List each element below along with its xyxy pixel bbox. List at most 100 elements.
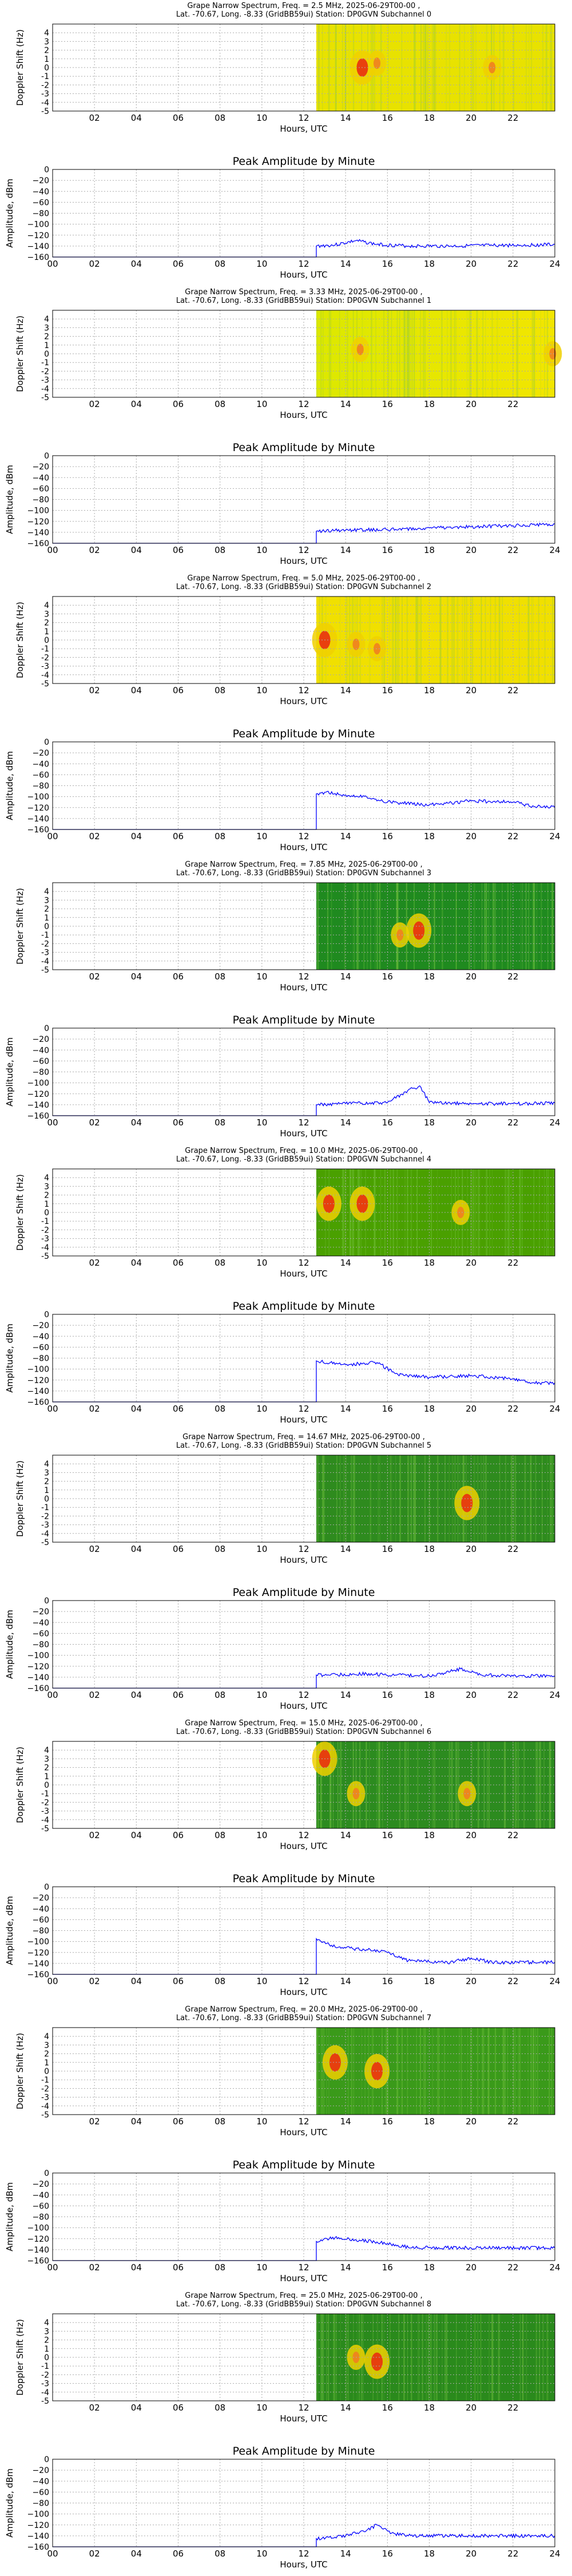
amplitude-ytick-label: −80 bbox=[32, 1927, 49, 1936]
spectrogram-ytick-label: 1 bbox=[44, 1486, 49, 1495]
spectrogram-streak bbox=[456, 596, 459, 683]
spectrogram-streak bbox=[414, 1455, 416, 1542]
spectrogram-ytick-label: 2 bbox=[44, 1191, 49, 1200]
amplitude-ytick-label: 0 bbox=[44, 2169, 49, 2178]
spectrogram-ytick-label: 4 bbox=[44, 2032, 49, 2041]
spectrogram-streak bbox=[434, 1741, 436, 1828]
amplitude-ytick-label: 0 bbox=[44, 1597, 49, 1606]
spectrogram-ytick-label: 4 bbox=[44, 601, 49, 610]
spectrogram-streak bbox=[535, 1455, 537, 1542]
amplitude-xtick-label: 14 bbox=[340, 1690, 351, 1700]
spectrogram-streak bbox=[396, 1169, 398, 1256]
spectrogram-streak bbox=[335, 24, 337, 111]
spectrogram-streak bbox=[376, 883, 378, 970]
amplitude-ylabel: Amplitude, dBm bbox=[5, 2182, 15, 2251]
amplitude-series-line bbox=[53, 2235, 555, 2261]
spectrogram-xtick-label: 04 bbox=[131, 971, 142, 982]
amplitude-xtick-label: 12 bbox=[298, 259, 309, 269]
amplitude-xtick-label: 24 bbox=[549, 1404, 560, 1414]
amplitude-ytick-label: 0 bbox=[44, 165, 49, 175]
spectrogram-streak bbox=[475, 24, 476, 111]
spectrogram-hotspot-core bbox=[371, 2062, 383, 2080]
spectrogram-streak bbox=[411, 310, 412, 397]
spectrogram-streak bbox=[420, 24, 422, 111]
amplitude-ytick-label: −40 bbox=[32, 760, 49, 769]
amplitude-xtick-label: 20 bbox=[466, 1690, 476, 1700]
amplitude-xlabel: Hours, UTC bbox=[280, 1128, 327, 1139]
spectrogram-xtick-label: 10 bbox=[256, 1544, 267, 1554]
amplitude-xtick-label: 22 bbox=[507, 1117, 518, 1128]
spectrogram-ytick-label: 4 bbox=[44, 315, 49, 324]
spectrogram-streak bbox=[528, 596, 529, 683]
amplitude-xtick-label: 00 bbox=[47, 2262, 58, 2273]
spectrogram-streak bbox=[482, 2028, 484, 2115]
spectrogram-ytick-label: 2 bbox=[44, 46, 49, 56]
amplitude-xtick-label: 22 bbox=[507, 2549, 518, 2559]
spectrogram-streak bbox=[395, 596, 396, 683]
spectrogram-title: Grape Narrow Spectrum, Freq. = 3.33 MHz,… bbox=[185, 288, 422, 297]
spectrogram-ytick-label: -1 bbox=[41, 1503, 49, 1512]
spectrogram-ytick-label: 1 bbox=[44, 341, 49, 350]
amplitude-title: Peak Amplitude by Minute bbox=[233, 728, 375, 740]
spectrogram-xtick-label: 14 bbox=[340, 2403, 351, 2413]
spectrogram-streak bbox=[342, 24, 344, 111]
amplitude-xtick-label: 10 bbox=[256, 1690, 267, 1700]
amplitude-ytick-label: −140 bbox=[27, 2532, 49, 2541]
spectrogram-streak bbox=[396, 310, 398, 397]
amplitude-xtick-label: 04 bbox=[131, 1117, 142, 1128]
spectrogram-xtick-label: 18 bbox=[424, 113, 435, 123]
spectrogram-xlabel: Hours, UTC bbox=[280, 1841, 327, 1851]
amplitude-xtick-label: 02 bbox=[89, 1690, 100, 1700]
amplitude-series-line bbox=[53, 1085, 555, 1116]
spectrogram-streak bbox=[363, 883, 365, 970]
spectrogram-xlabel: Hours, UTC bbox=[280, 696, 327, 706]
spectrogram-streak bbox=[410, 1169, 412, 1256]
spectrogram-streak bbox=[411, 2314, 412, 2401]
spectrogram-subtitle: Lat. -70.67, Long. -8.33 (GridBB59ui) St… bbox=[176, 1728, 431, 1736]
spectrogram-streak bbox=[432, 1741, 434, 1828]
amplitude-xtick-label: 24 bbox=[549, 545, 560, 555]
amplitude-ytick-label: −40 bbox=[32, 1618, 49, 1627]
amplitude-title: Peak Amplitude by Minute bbox=[233, 1014, 375, 1026]
amplitude-frame bbox=[52, 1600, 555, 1689]
amplitude-panel-6: Peak Amplitude by Minute 00 02 04 06 08 10 12 14… bbox=[5, 1872, 561, 1997]
spectrogram-frame bbox=[52, 310, 555, 398]
spectrogram-ytick-label: 3 bbox=[44, 610, 49, 619]
amplitude-xtick-label: 02 bbox=[89, 2549, 100, 2559]
spectrogram-xtick-label: 08 bbox=[214, 2403, 225, 2413]
spectrogram-xtick-label: 20 bbox=[466, 1258, 476, 1268]
spectrogram-streak bbox=[514, 2028, 516, 2115]
amplitude-xtick-label: 24 bbox=[549, 2262, 560, 2273]
amplitude-xtick-label: 06 bbox=[173, 1117, 184, 1128]
spectrogram-panel-7: Grape Narrow Spectrum, Freq. = 20.0 MHz,… bbox=[15, 2005, 555, 2138]
amplitude-ylabel: Amplitude, dBm bbox=[5, 1037, 15, 1107]
spectrogram-ytick-label: 2 bbox=[44, 1477, 49, 1487]
amplitude-title: Peak Amplitude by Minute bbox=[233, 2445, 375, 2458]
spectrogram-streak bbox=[328, 2314, 329, 2401]
amplitude-ytick-label: −40 bbox=[32, 187, 49, 196]
spectrogram-streak bbox=[486, 1169, 487, 1256]
amplitude-title: Peak Amplitude by Minute bbox=[233, 2159, 375, 2171]
amplitude-frame bbox=[52, 169, 555, 258]
spectrogram-frame bbox=[52, 2313, 555, 2401]
spectrogram-streak bbox=[340, 1741, 342, 1828]
amplitude-ytick-label: −80 bbox=[32, 1641, 49, 1650]
amplitude-xtick-label: 02 bbox=[89, 545, 100, 555]
spectrogram-streak bbox=[337, 1741, 339, 1828]
spectrogram-panel-3: Grape Narrow Spectrum, Freq. = 7.85 MHz,… bbox=[15, 860, 555, 993]
amplitude-xtick-label: 06 bbox=[173, 259, 184, 269]
amplitude-ylabel: Amplitude, dBm bbox=[5, 751, 15, 820]
spectrogram-streak bbox=[488, 883, 490, 970]
spectrogram-xtick-label: 06 bbox=[173, 971, 184, 982]
spectrogram-hotspot-core bbox=[356, 343, 364, 355]
amplitude-ytick-label: −40 bbox=[32, 1332, 49, 1341]
amplitude-xtick-label: 16 bbox=[382, 1976, 393, 1986]
amplitude-ytick-label: −160 bbox=[27, 2543, 49, 2552]
spectrogram-streak bbox=[526, 2314, 527, 2401]
spectrogram-streak bbox=[345, 596, 347, 683]
amplitude-panel-3: Peak Amplitude by Minute 00 02 04 06 08 10 12 14… bbox=[5, 1014, 561, 1139]
spectrogram-streak bbox=[531, 310, 534, 397]
spectrogram-xtick-label: 08 bbox=[214, 1830, 225, 1840]
amplitude-ytick-label: −140 bbox=[27, 242, 49, 251]
spectrogram-streak bbox=[437, 1169, 438, 1256]
